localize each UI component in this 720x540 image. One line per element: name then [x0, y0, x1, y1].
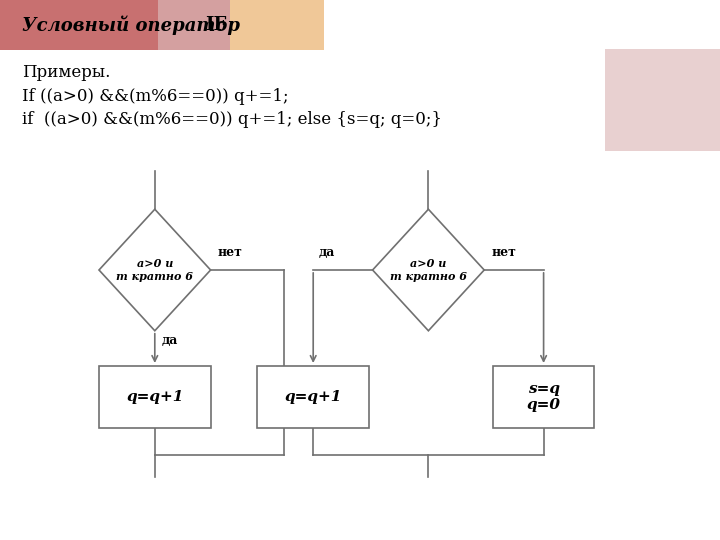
Text: а>0 и
т кратно 6: а>0 и т кратно 6: [390, 258, 467, 282]
Text: q=q+1: q=q+1: [284, 390, 342, 404]
Polygon shape: [373, 209, 484, 330]
Bar: [158, 0, 230, 50]
Bar: [99, 366, 210, 428]
Bar: [0, 0, 158, 50]
Polygon shape: [99, 209, 210, 330]
Bar: [230, 0, 324, 50]
Text: if  ((a>0) &&(m%6==0)) q+=1; else {s=q; q=0;}: if ((a>0) &&(m%6==0)) q+=1; else {s=q; q…: [22, 111, 441, 128]
Text: s=q
q=0: s=q q=0: [526, 382, 561, 412]
Text: Условный оператор: Условный оператор: [22, 15, 246, 35]
Text: IF: IF: [205, 16, 227, 34]
Text: If ((a>0) &&(m%6==0)) q+=1;: If ((a>0) &&(m%6==0)) q+=1;: [22, 87, 288, 105]
Bar: [258, 366, 369, 428]
Text: q=q+1: q=q+1: [126, 390, 184, 404]
Text: нет: нет: [217, 246, 243, 260]
Bar: [493, 366, 594, 428]
Text: нет: нет: [491, 246, 516, 260]
Text: Примеры.: Примеры.: [22, 64, 110, 82]
Text: да: да: [318, 246, 335, 260]
Text: да: да: [162, 334, 179, 347]
Text: а>0 и
т кратно 6: а>0 и т кратно 6: [117, 258, 193, 282]
Bar: [605, 49, 720, 151]
